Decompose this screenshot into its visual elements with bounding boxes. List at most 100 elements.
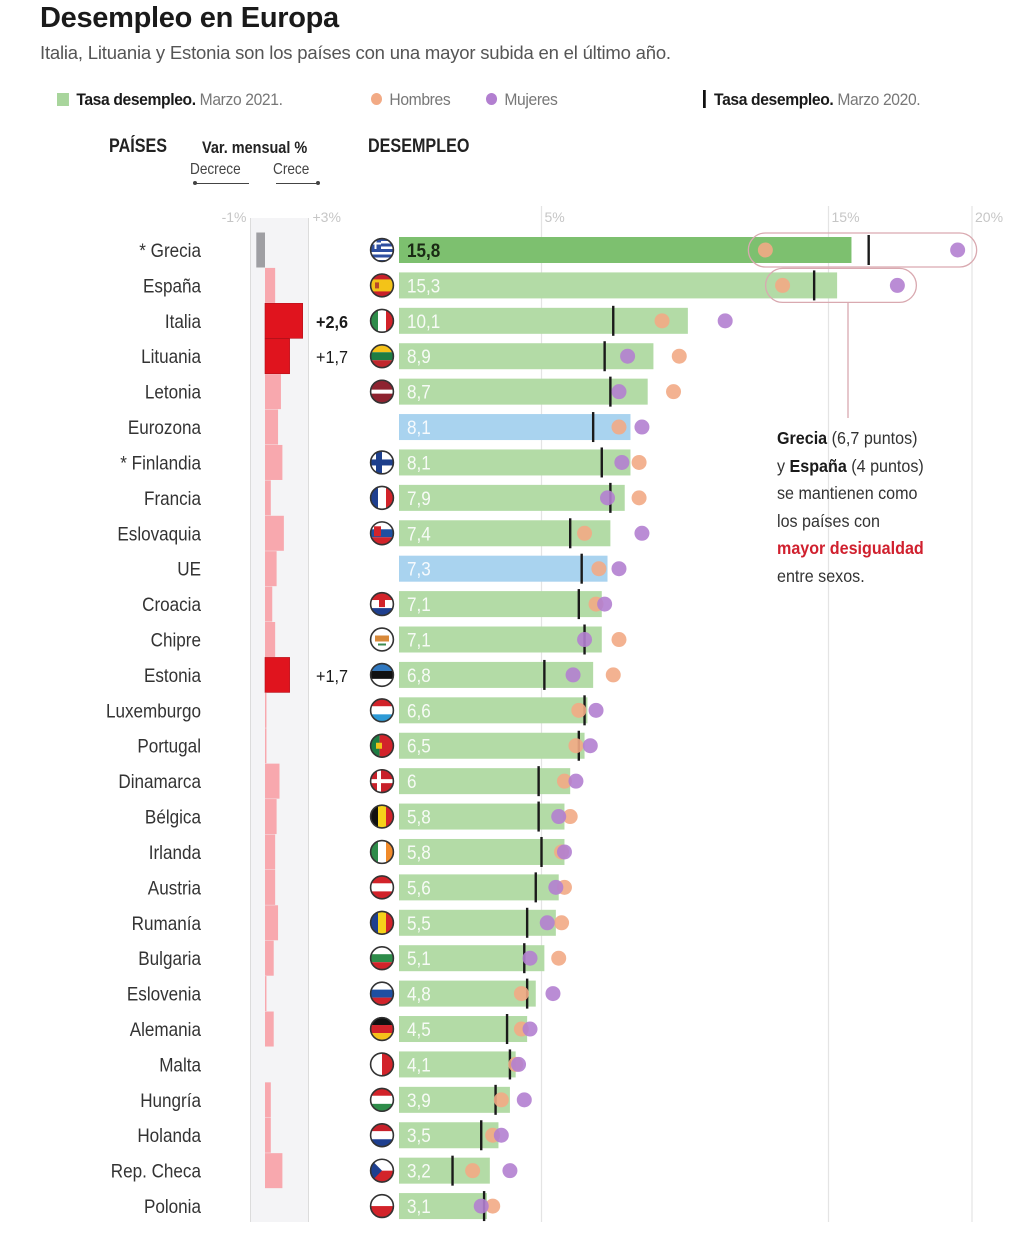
netherlands-flag-icon xyxy=(369,1123,395,1148)
legend-rate-2021: Tasa desempleo. Marzo 2021. xyxy=(57,90,283,110)
var-bar xyxy=(265,551,277,587)
dot-women xyxy=(620,348,636,364)
unemployment-bar xyxy=(399,378,648,405)
dot-women xyxy=(539,915,555,931)
annotation-greece-points: (6,7 puntos) xyxy=(827,428,918,448)
var-bar xyxy=(265,976,267,1012)
var-bar xyxy=(265,267,276,303)
column-header-monthly-var: Var. mensual % xyxy=(202,138,308,157)
country-label: Letonia xyxy=(145,382,202,403)
tick-label-5: 5% xyxy=(545,209,565,225)
bar-value-label: 3,9 xyxy=(407,1090,431,1111)
country-label: Estonia xyxy=(144,665,202,686)
dot-women xyxy=(717,313,733,329)
tick-label-15: 15% xyxy=(832,209,860,225)
monthly-var-layer xyxy=(256,232,304,1189)
dot-men xyxy=(631,454,647,470)
country-label: Portugal xyxy=(137,736,201,757)
dot-women xyxy=(522,1021,538,1037)
spain-flag-icon xyxy=(369,273,395,298)
var-label: +2,6 xyxy=(316,312,348,332)
unemployment-bar xyxy=(399,874,559,901)
dot-women xyxy=(545,986,561,1002)
unemployment-bar xyxy=(399,414,631,441)
germany-flag-icon xyxy=(369,1016,395,1042)
country-label: Croacia xyxy=(142,594,202,615)
dot-men xyxy=(577,525,593,541)
bar-value-label: 8,1 xyxy=(407,417,431,438)
annotation-spain-points: (4 puntos) xyxy=(846,455,924,476)
unemployment-bar xyxy=(399,980,536,1007)
bar-value-label: 6,5 xyxy=(407,736,431,757)
dot-women xyxy=(611,384,627,400)
unemployment-bar xyxy=(399,768,571,795)
luxembourg-flag-icon xyxy=(369,698,395,723)
bar-value-label: 15,8 xyxy=(407,240,440,261)
unemployment-bar xyxy=(399,909,556,936)
country-label: Rep. Checa xyxy=(111,1161,202,1182)
unemployment-bar xyxy=(399,803,565,830)
dot-women xyxy=(614,454,630,470)
bar-value-label: 6 xyxy=(407,771,417,792)
slovakia-flag-icon xyxy=(369,521,395,546)
dot-women xyxy=(634,419,650,435)
var-bar xyxy=(264,338,290,375)
legend-dot-men xyxy=(371,93,383,105)
tick-label-20: 20% xyxy=(975,209,1003,225)
dot-women xyxy=(548,879,564,895)
legend-rate-2020-bold: Tasa desempleo. xyxy=(714,90,834,109)
var-bar xyxy=(265,763,280,799)
var-bar xyxy=(265,869,276,905)
annotation-spain: España xyxy=(789,455,847,476)
dot-men xyxy=(611,419,627,435)
country-label: * Finlandia xyxy=(120,453,202,474)
var-bar xyxy=(265,1153,283,1189)
legend-rate-2020: Tasa desempleo. Marzo 2020. xyxy=(703,90,921,110)
bar-value-label: 4,1 xyxy=(407,1055,431,1076)
unemployment-bar xyxy=(399,307,688,334)
var-bar xyxy=(265,444,283,480)
country-label: Holanda xyxy=(137,1125,202,1146)
legend-women: Mujeres xyxy=(486,90,558,110)
dot-women xyxy=(588,702,604,718)
legend-swatch-green xyxy=(57,93,69,106)
country-label: Alemania xyxy=(130,1019,202,1040)
bar-value-label: 15,3 xyxy=(407,276,440,297)
var-label: +1,7 xyxy=(316,347,348,367)
dot-men xyxy=(654,313,670,329)
cyprus-flag-icon xyxy=(369,627,395,652)
unemployment-bar xyxy=(399,1193,487,1220)
var-tick-label-minus1: -1% xyxy=(222,209,247,225)
croatia-flag-icon xyxy=(369,591,395,617)
country-label: España xyxy=(143,276,202,297)
unemployment-bar xyxy=(399,591,602,618)
gap-highlight-pill xyxy=(764,267,918,304)
country-label: Eslovaquia xyxy=(117,523,201,544)
legend-rate-2021-rest: Marzo 2021. xyxy=(199,90,283,109)
bar-value-label: 4,8 xyxy=(407,984,431,1005)
var-bar xyxy=(256,232,265,268)
var-bar xyxy=(265,799,277,835)
italy-flag-icon xyxy=(369,308,395,334)
dot-women xyxy=(950,242,966,258)
latvia-flag-icon xyxy=(369,379,395,404)
column-header-unemployment: DESEMPLEO xyxy=(368,136,470,157)
var-bar xyxy=(264,657,290,693)
dot-women xyxy=(634,525,650,541)
flags-layer xyxy=(369,237,395,1219)
var-bar xyxy=(264,303,304,339)
czech-flag-icon xyxy=(369,1158,395,1183)
var-bar xyxy=(265,515,284,551)
bar-value-label: 7,1 xyxy=(407,594,431,615)
estonia-flag-icon xyxy=(369,662,395,688)
unemployment-bar xyxy=(399,697,588,724)
bar-value-label: 6,8 xyxy=(407,665,431,686)
label-decrease: Decrece xyxy=(190,161,241,178)
annotation-highlight: mayor desigualdad xyxy=(777,538,924,558)
slovenia-flag-icon xyxy=(369,981,395,1006)
dot-men xyxy=(775,277,791,293)
column-header-countries: PAÍSES xyxy=(109,136,168,157)
ireland-flag-icon xyxy=(369,839,395,865)
var-bar xyxy=(265,728,267,764)
unemployment-bar xyxy=(399,626,602,653)
